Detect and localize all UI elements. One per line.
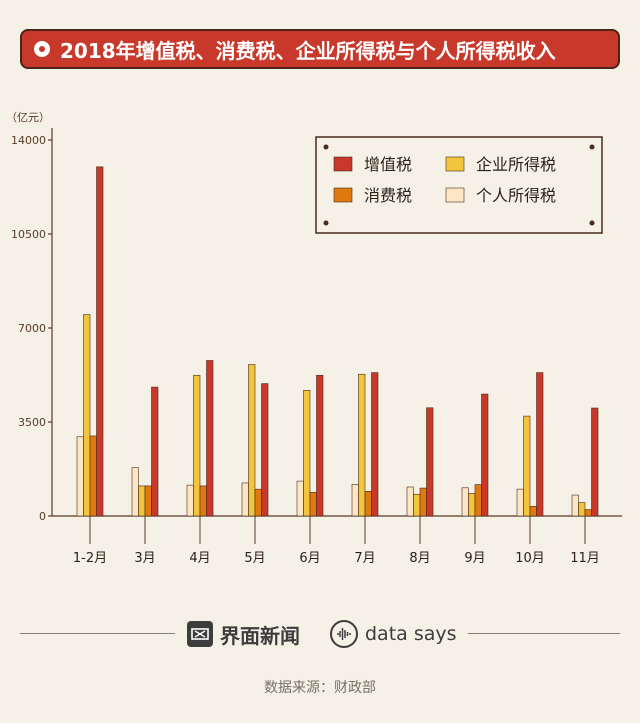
legend-label: 企业所得税	[476, 155, 556, 174]
bullet-icon	[34, 41, 50, 57]
y-tick-label: 0	[39, 510, 46, 523]
bar	[591, 407, 599, 517]
y-tick-label: 3500	[18, 416, 46, 429]
bar	[199, 485, 207, 517]
bar	[481, 393, 489, 517]
title-banner: 2018年增值税、消费税、企业所得税与个人所得税收入	[20, 29, 620, 69]
legend-swatch	[445, 156, 465, 172]
bar	[309, 492, 317, 517]
footer-divider-right	[468, 633, 620, 634]
bar	[468, 493, 476, 517]
bar	[578, 502, 586, 517]
bar	[144, 485, 152, 517]
y-tick-label: 7000	[18, 322, 46, 335]
bar	[571, 494, 579, 517]
bar	[138, 485, 146, 517]
x-tick-label: 8月	[409, 551, 430, 566]
bar	[248, 364, 256, 517]
bar	[303, 390, 311, 517]
jiemian-logo-icon	[187, 621, 213, 647]
bar	[89, 435, 97, 517]
bar-chart: （亿元） 0 3500 7000 10500 14000 1-2月 3月 4月 5月 6月 7月 8月 9…	[6, 111, 622, 566]
brand-name: 界面新闻	[220, 623, 300, 648]
legend-swatch	[333, 156, 353, 172]
bar	[193, 374, 201, 517]
x-tick-label: 11月	[570, 551, 600, 566]
legend-label: 个人所得税	[476, 186, 556, 205]
x-tick-label: 7月	[354, 551, 375, 566]
y-tick-label: 10500	[11, 228, 46, 241]
bar	[406, 486, 414, 517]
legend-corner-dot	[589, 220, 595, 226]
bar	[516, 488, 524, 517]
x-tick-label: 9月	[464, 551, 485, 566]
legend-box	[315, 136, 603, 234]
legend-label: 消费税	[364, 186, 412, 205]
bar	[261, 383, 269, 517]
bar	[426, 407, 434, 517]
x-tick-label: 6月	[299, 551, 320, 566]
bar	[364, 490, 372, 517]
data-says-text: data says	[365, 623, 457, 645]
bar	[83, 314, 91, 517]
bar	[584, 509, 592, 517]
bar	[76, 436, 84, 517]
bar	[413, 493, 421, 517]
bar	[241, 482, 249, 517]
bar	[474, 484, 482, 517]
brand-logo: 界面新闻	[187, 619, 300, 649]
chart-title: 2018年增值税、消费税、企业所得税与个人所得税收入	[60, 38, 556, 63]
footer-divider-left	[20, 633, 175, 634]
bar	[96, 166, 104, 517]
bar	[186, 484, 194, 517]
x-tick-label: 3月	[134, 551, 155, 566]
y-tick-label: 14000	[11, 134, 46, 147]
bar	[536, 372, 544, 517]
x-tick-label: 5月	[244, 551, 265, 566]
bar	[131, 467, 139, 517]
bar	[151, 386, 159, 517]
legend-corner-dot	[589, 144, 595, 150]
bar	[296, 480, 304, 517]
legend-label: 增值税	[364, 155, 412, 174]
bar	[371, 372, 379, 517]
data-says-logo-icon	[330, 620, 358, 648]
y-unit-label: （亿元）	[6, 111, 50, 124]
bar	[529, 506, 537, 517]
bar	[254, 488, 262, 517]
x-tick-label: 1-2月	[73, 551, 107, 566]
bar	[358, 373, 366, 517]
bar	[419, 487, 427, 517]
x-tick-label: 4月	[189, 551, 210, 566]
legend-swatch	[333, 187, 353, 203]
data-source: 数据来源：财政部	[264, 680, 376, 696]
bar	[206, 360, 214, 517]
bar	[523, 415, 531, 517]
legend-corner-dot	[323, 220, 329, 226]
legend-swatch	[445, 187, 465, 203]
bar	[351, 484, 359, 517]
x-tick-label: 10月	[515, 551, 545, 566]
data-says-logo: data says	[330, 619, 457, 649]
bar	[461, 487, 469, 517]
legend-corner-dot	[323, 144, 329, 150]
bar	[316, 374, 324, 517]
